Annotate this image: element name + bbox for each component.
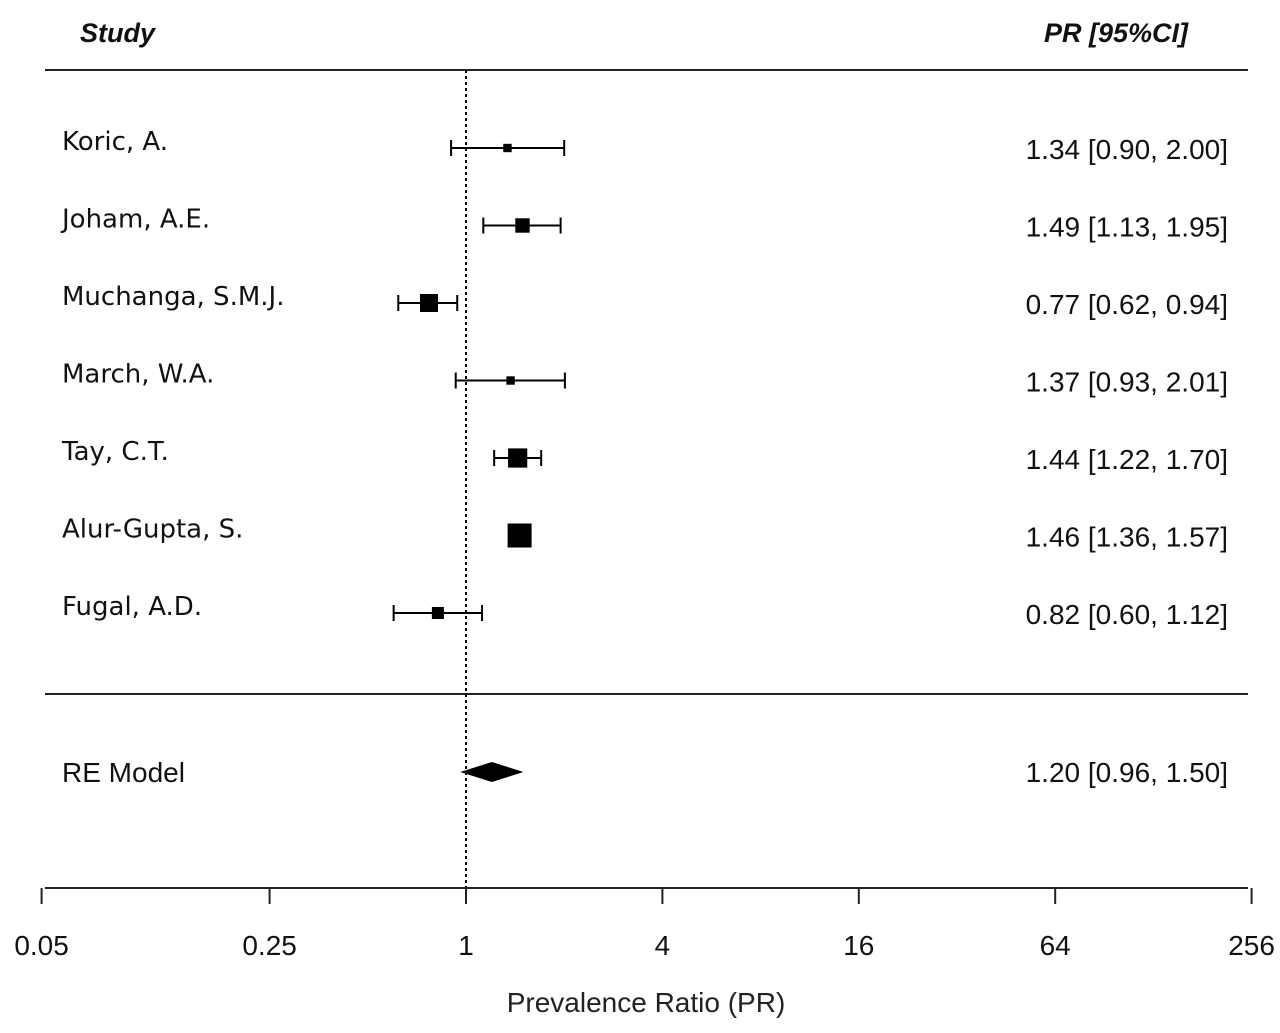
point-estimate (506, 376, 515, 385)
study-row: Alur-Gupta, S. 1.46 [1.36, 1.57] (62, 515, 1228, 553)
point-estimate (503, 143, 512, 153)
summary-diamond (460, 762, 524, 782)
study-name: Joham, A.E. (60, 205, 210, 235)
x-tick-label: 256 (1228, 930, 1275, 961)
summary-ci-text: 1.20 [0.96, 1.50] (1026, 757, 1228, 788)
ci-text: 0.82 [0.60, 1.12] (1026, 599, 1228, 630)
study-row: Koric, A. 1.34 [0.90, 2.00] (62, 127, 1228, 165)
point-estimate (508, 448, 528, 468)
study-row: Fugal, A.D. 0.82 [0.60, 1.12] (62, 592, 1228, 630)
x-tick-label: 0.25 (242, 930, 297, 961)
ci-text: 1.37 [0.93, 2.01] (1026, 367, 1228, 398)
point-estimate (419, 294, 438, 312)
ci-text: 1.49 [1.13, 1.95] (1026, 212, 1228, 243)
ci-text: 1.46 [1.36, 1.57] (1026, 522, 1228, 553)
point-estimate (431, 607, 444, 619)
study-name: Koric, A. (62, 127, 168, 157)
x-tick-label: 64 (1040, 930, 1071, 961)
study-row: Joham, A.E. 1.49 [1.13, 1.95] (60, 205, 1228, 243)
ci-text: 1.34 [0.90, 2.00] (1026, 134, 1228, 165)
study-row: Tay, C.T. 1.44 [1.22, 1.70] (61, 437, 1228, 475)
study-name: Muchanga, S.M.J. (62, 282, 284, 312)
study-row: March, W.A. 1.37 [0.93, 2.01] (62, 360, 1228, 398)
ci-text: 0.77 [0.62, 0.94] (1026, 289, 1228, 320)
summary-name: RE Model (62, 757, 185, 788)
point-estimate (515, 218, 530, 233)
x-tick-label: 0.05 (14, 930, 69, 961)
header-estimate: PR [95%CI] (1044, 18, 1189, 48)
study-name: March, W.A. (62, 360, 214, 390)
header-study: Study (80, 18, 157, 48)
x-tick-label: 1 (458, 930, 474, 961)
x-axis: 0.05 0.25 1 4 16 64 256 (14, 887, 1275, 961)
ci-text: 1.44 [1.22, 1.70] (1026, 444, 1228, 475)
summary-row: RE Model 1.20 [0.96, 1.50] (62, 757, 1228, 788)
x-tick-label: 16 (843, 930, 874, 961)
point-estimate (507, 523, 532, 548)
study-name: Tay, C.T. (61, 437, 169, 467)
study-rows: Koric, A. 1.34 [0.90, 2.00] Joham, A.E. 1.4… (60, 127, 1228, 630)
x-tick-label: 4 (655, 930, 671, 961)
study-name: Fugal, A.D. (62, 592, 202, 622)
x-axis-title: Prevalence Ratio (PR) (507, 987, 786, 1018)
study-name: Alur-Gupta, S. (62, 515, 243, 545)
study-row: Muchanga, S.M.J. 0.77 [0.62, 0.94] (62, 282, 1228, 320)
